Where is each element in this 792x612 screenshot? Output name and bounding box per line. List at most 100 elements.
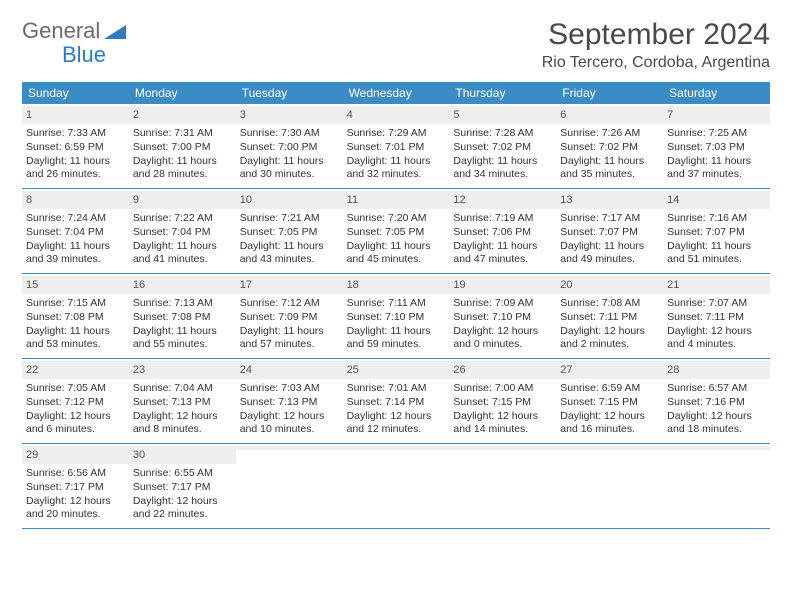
day-cell: 3Sunrise: 7:30 AMSunset: 7:00 PMDaylight… xyxy=(236,104,343,188)
daylight-text: Daylight: 12 hours and 12 minutes. xyxy=(347,410,446,437)
week-row: 29Sunrise: 6:56 AMSunset: 7:17 PMDayligh… xyxy=(22,444,770,529)
day-header: Sunday xyxy=(22,82,129,104)
day-cell: 9Sunrise: 7:22 AMSunset: 7:04 PMDaylight… xyxy=(129,189,236,273)
sunset-text: Sunset: 7:03 PM xyxy=(667,141,766,155)
calendar: Sunday Monday Tuesday Wednesday Thursday… xyxy=(22,82,770,529)
day-number: 1 xyxy=(22,106,129,124)
day-cell: 24Sunrise: 7:03 AMSunset: 7:13 PMDayligh… xyxy=(236,359,343,443)
sunset-text: Sunset: 7:08 PM xyxy=(133,311,232,325)
day-cell: 7Sunrise: 7:25 AMSunset: 7:03 PMDaylight… xyxy=(663,104,770,188)
week-row: 22Sunrise: 7:05 AMSunset: 7:12 PMDayligh… xyxy=(22,359,770,444)
daylight-text: Daylight: 11 hours and 35 minutes. xyxy=(560,155,659,182)
day-cell xyxy=(236,444,343,528)
day-cell: 14 Sunrise: 7:16 AMSunset: 7:07 PMDayligh… xyxy=(663,189,770,273)
sunset-text: Sunset: 7:15 PM xyxy=(560,396,659,410)
day-cell: 13Sunrise: 7:17 AMSunset: 7:07 PMDayligh… xyxy=(556,189,663,273)
day-header: Monday xyxy=(129,82,236,104)
day-cell: 23Sunrise: 7:04 AMSunset: 7:13 PMDayligh… xyxy=(129,359,236,443)
day-cell: 29Sunrise: 6:56 AMSunset: 7:17 PMDayligh… xyxy=(22,444,129,528)
sunrise-text: Sunrise: 7:28 AM xyxy=(453,127,552,141)
day-cell: 28Sunrise: 6:57 AMSunset: 7:16 PMDayligh… xyxy=(663,359,770,443)
sunrise-text: Sunrise: 7:05 AM xyxy=(26,382,125,396)
day-number xyxy=(556,446,663,450)
sunset-text: Sunset: 7:12 PM xyxy=(26,396,125,410)
sunrise-text: Sunrise: 7:22 AM xyxy=(133,212,232,226)
sunrise-text: Sunrise: 7:01 AM xyxy=(347,382,446,396)
weeks-container: 1 Sunrise: 7:33 AMSunset: 6:59 PM Daylight… xyxy=(22,104,770,529)
daylight-text: Daylight: 11 hours and 53 minutes. xyxy=(26,325,125,352)
sunrise-text: Sunrise: 7:00 AM xyxy=(453,382,552,396)
day-cell: 12Sunrise: 7:19 AMSunset: 7:06 PMDayligh… xyxy=(449,189,556,273)
day-cell: 18Sunrise: 7:11 AMSunset: 7:10 PMDayligh… xyxy=(343,274,450,358)
day-cell: 16Sunrise: 7:13 AMSunset: 7:08 PMDayligh… xyxy=(129,274,236,358)
sunset-text: Sunset: 7:11 PM xyxy=(667,311,766,325)
sunrise-text: Sunrise: 7:33 AM xyxy=(26,127,125,141)
daylight-text: Daylight: 11 hours and 51 minutes. xyxy=(667,240,766,267)
sunset-text: Sunset: 7:07 PM xyxy=(667,226,766,240)
sunrise-text: Sunrise: 7:29 AM xyxy=(347,127,446,141)
brand-logo: General Blue xyxy=(22,18,126,44)
daylight-text: Daylight: 12 hours and 20 minutes. xyxy=(26,495,125,522)
daylight-text: Daylight: 12 hours and 18 minutes. xyxy=(667,410,766,437)
daylight-text: Daylight: 11 hours and 37 minutes. xyxy=(667,155,766,182)
day-cell: 22Sunrise: 7:05 AMSunset: 7:12 PMDayligh… xyxy=(22,359,129,443)
day-cell: 10Sunrise: 7:21 AMSunset: 7:05 PMDayligh… xyxy=(236,189,343,273)
day-cell: 27Sunrise: 6:59 AMSunset: 7:15 PMDayligh… xyxy=(556,359,663,443)
sunset-text: Sunset: 6:59 PM xyxy=(26,141,125,155)
sunrise-text: Sunrise: 6:56 AM xyxy=(26,467,125,481)
sunrise-text: Sunrise: 7:12 AM xyxy=(240,297,339,311)
daylight-text: Daylight: 12 hours and 14 minutes. xyxy=(453,410,552,437)
daylight-text: Daylight: 11 hours and 57 minutes. xyxy=(240,325,339,352)
sunrise-text: Sunrise: 7:19 AM xyxy=(453,212,552,226)
day-number xyxy=(449,446,556,450)
day-cell: 5Sunrise: 7:28 AMSunset: 7:02 PMDaylight… xyxy=(449,104,556,188)
day-number xyxy=(236,446,343,450)
day-number: 11 xyxy=(343,191,450,209)
sunset-text: Sunset: 7:09 PM xyxy=(240,311,339,325)
day-cell: 19Sunrise: 7:09 AMSunset: 7:10 PMDayligh… xyxy=(449,274,556,358)
sunrise-text: Sunrise: 7:30 AM xyxy=(240,127,339,141)
week-row: 1 Sunrise: 7:33 AMSunset: 6:59 PM Daylight… xyxy=(22,104,770,189)
week-row: 8Sunrise: 7:24 AMSunset: 7:04 PMDaylight… xyxy=(22,189,770,274)
day-number: 17 xyxy=(236,276,343,294)
day-header: Saturday xyxy=(663,82,770,104)
month-title: September 2024 xyxy=(542,18,770,52)
day-number: 15 xyxy=(22,276,129,294)
sunset-text: Sunset: 7:04 PM xyxy=(26,226,125,240)
sunrise-text: Sunrise: 7:13 AM xyxy=(133,297,232,311)
location: Rio Tercero, Cordoba, Argentina xyxy=(542,54,770,72)
daylight-text: Daylight: 12 hours and 4 minutes. xyxy=(667,325,766,352)
daylight-text: Daylight: 11 hours and 28 minutes. xyxy=(133,155,232,182)
day-number: 9 xyxy=(129,191,236,209)
day-cell: 6Sunrise: 7:26 AMSunset: 7:02 PMDaylight… xyxy=(556,104,663,188)
daylight-text: Daylight: 11 hours and 47 minutes. xyxy=(453,240,552,267)
day-cell: 4Sunrise: 7:29 AMSunset: 7:01 PMDaylight… xyxy=(343,104,450,188)
day-number: 28 xyxy=(663,361,770,379)
day-number: 14 xyxy=(663,191,770,209)
day-number: 27 xyxy=(556,361,663,379)
day-number: 7 xyxy=(663,106,770,124)
day-number: 19 xyxy=(449,276,556,294)
daylight-text: Daylight: 12 hours and 16 minutes. xyxy=(560,410,659,437)
sunrise-text: Sunrise: 7:08 AM xyxy=(560,297,659,311)
sunrise-text: Sunrise: 7:21 AM xyxy=(240,212,339,226)
daylight-text: Daylight: 12 hours and 6 minutes. xyxy=(26,410,125,437)
day-headers: Sunday Monday Tuesday Wednesday Thursday… xyxy=(22,82,770,104)
day-number xyxy=(343,446,450,450)
daylight-text: Daylight: 12 hours and 8 minutes. xyxy=(133,410,232,437)
sunset-text: Sunset: 7:05 PM xyxy=(240,226,339,240)
daylight-text: Daylight: 11 hours and 55 minutes. xyxy=(133,325,232,352)
day-number: 13 xyxy=(556,191,663,209)
day-cell xyxy=(556,444,663,528)
daylight-text: Daylight: 12 hours and 22 minutes. xyxy=(133,495,232,522)
sunrise-text: Sunrise: 7:24 AM xyxy=(26,212,125,226)
day-cell xyxy=(343,444,450,528)
day-number: 24 xyxy=(236,361,343,379)
day-cell: 25Sunrise: 7:01 AMSunset: 7:14 PMDayligh… xyxy=(343,359,450,443)
sunset-text: Sunset: 7:15 PM xyxy=(453,396,552,410)
sunrise-text: Sunrise: 7:16 AM xyxy=(667,212,766,226)
day-cell: 17 Sunrise: 7:12 AMSunset: 7:09 PMDayligh… xyxy=(236,274,343,358)
sunset-text: Sunset: 7:01 PM xyxy=(347,141,446,155)
day-header: Wednesday xyxy=(343,82,450,104)
day-cell: 21Sunrise: 7:07 AMSunset: 7:11 PMDayligh… xyxy=(663,274,770,358)
